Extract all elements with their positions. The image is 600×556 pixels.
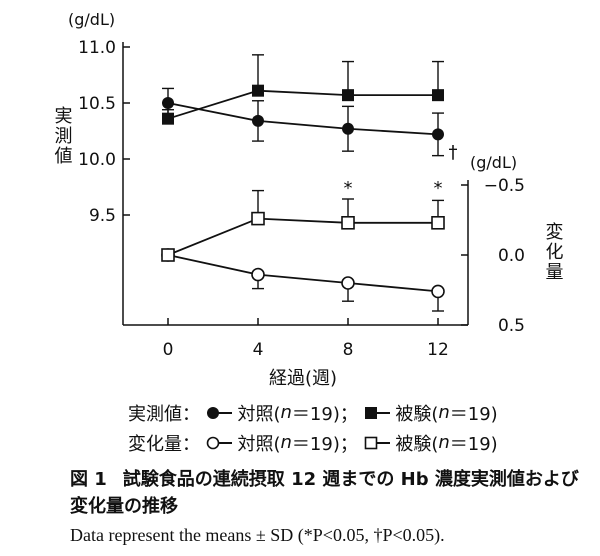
- left-tick-label: 11.0: [78, 38, 116, 58]
- right-tick-label: 0.5: [498, 316, 525, 336]
- filled-circle-marker-icon: [206, 407, 232, 419]
- series-1-point: [252, 84, 264, 97]
- figure-number: 図 1: [70, 469, 107, 490]
- filled-square-marker-icon: [364, 407, 390, 419]
- right-tick-label: 0.0: [498, 246, 525, 266]
- right-axis-label: 変化量: [543, 222, 564, 282]
- left-tick-label: 10.5: [78, 94, 116, 114]
- significance-dagger: †: [449, 142, 458, 163]
- series-1-point: [162, 112, 174, 125]
- x-tick-label: 12: [427, 340, 449, 360]
- series-0-point: [162, 97, 174, 109]
- legend-row-change: 変化量： 対照(n＝19)； 被験(n＝19): [128, 430, 498, 456]
- series-3-line: [167, 217, 438, 256]
- open-square-marker-icon: [364, 436, 390, 450]
- significance-asterisk: *: [344, 178, 353, 199]
- left-tick-label: 9.5: [89, 206, 116, 226]
- series-3-point: [341, 216, 355, 230]
- significance-asterisk: *: [434, 178, 443, 199]
- x-tick-label: 8: [343, 340, 354, 360]
- series-2-point: [341, 276, 355, 290]
- series-2-line: [167, 254, 439, 293]
- x-tick-label: 4: [253, 340, 264, 360]
- x-axis-label: 経過(週): [269, 368, 337, 389]
- series-1-line: [167, 89, 438, 120]
- series-0-point: [432, 128, 444, 141]
- left-axis-unit: (g/dL): [68, 10, 115, 29]
- series-3-point: [161, 248, 175, 262]
- series-3-point: [431, 216, 445, 230]
- right-axis-unit: (g/dL): [470, 153, 517, 172]
- legend-prefix-measured: 実測値：: [128, 404, 200, 425]
- legend-prefix-change: 変化量：: [128, 434, 200, 455]
- chart: 9.5 10.0 10.5 11.0 (g/dL) 実測値 −0.5 0.0 0.5 (g/dL)…: [52, 10, 564, 389]
- series-0-point: [342, 122, 354, 135]
- legend-control-measured: 対照(n＝19)；: [237, 402, 358, 425]
- figure-title: 試験食品の連続摂取 12 週までの Hb 濃度実測値および変化量の推移: [70, 469, 579, 517]
- x-tick-label: 0: [163, 340, 174, 360]
- series-1-point: [432, 89, 444, 102]
- left-tick-label: 10.0: [78, 150, 116, 170]
- legend-control-change: 対照(n＝19)；: [237, 432, 358, 455]
- series-2-point: [251, 267, 265, 282]
- series-0-line: [167, 102, 439, 136]
- series-3-point: [251, 211, 265, 226]
- series-1-point: [342, 89, 354, 102]
- legend-test-change: 被験(n＝19): [395, 432, 498, 455]
- figure-note: Data represent the means ± SD (*P<0.05, …: [70, 525, 445, 545]
- left-axis-label: 実測値: [52, 106, 73, 166]
- open-circle-marker-icon: [206, 436, 232, 450]
- right-tick-label: −0.5: [484, 176, 525, 196]
- series-2-point: [431, 284, 445, 299]
- legend-test-measured: 被験(n＝19): [395, 402, 498, 425]
- series-0-point: [252, 114, 264, 127]
- legend-row-measured: 実測値： 対照(n＝19)； 被験(n＝19): [128, 400, 498, 426]
- figure-caption: 図 1 試験食品の連続摂取 12 週までの Hb 濃度実測値および変化量の推移: [70, 466, 590, 520]
